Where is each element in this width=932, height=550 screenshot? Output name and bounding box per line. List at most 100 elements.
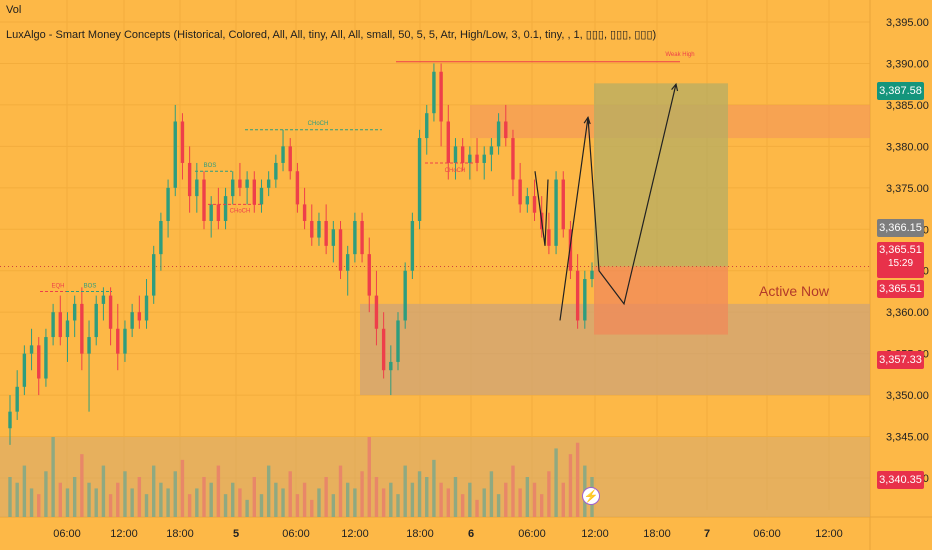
- candle-body: [130, 312, 134, 329]
- candle-body: [302, 204, 307, 221]
- candle-body: [8, 411, 12, 429]
- candle-body: [209, 204, 213, 221]
- volume-bar: [80, 454, 84, 517]
- swing-arrow: [534, 171, 549, 246]
- volume-bar: [381, 488, 386, 517]
- volume-bar: [496, 494, 501, 517]
- y-tick-label: 3,375.00: [886, 183, 929, 195]
- candle-body: [180, 121, 185, 163]
- x-tick-label: 7: [704, 528, 710, 540]
- volume-bar: [159, 482, 163, 517]
- candle-body: [439, 71, 443, 122]
- candle-body: [346, 254, 350, 271]
- volume-bar: [460, 494, 465, 517]
- y-tick-label: 3,390.00: [886, 58, 929, 70]
- candle-body: [15, 386, 19, 412]
- candle-body: [367, 254, 371, 296]
- x-tick-label: 06:00: [518, 528, 546, 540]
- eqh-label: EQH: [51, 283, 64, 289]
- volume-bar: [195, 488, 199, 517]
- volume-bar: [137, 477, 142, 517]
- candle-body: [453, 146, 458, 163]
- volume-bar: [468, 482, 472, 517]
- bar-countdown: 15:29: [887, 258, 914, 269]
- volume-bar: [173, 471, 177, 517]
- candle-body: [295, 171, 300, 205]
- volume-bar: [331, 494, 336, 517]
- volume-bar: [554, 448, 558, 517]
- candle-body: [51, 312, 55, 338]
- active-now-label: Active Now: [759, 283, 830, 299]
- arrowhead: [583, 115, 591, 125]
- volume-bar: [403, 465, 407, 517]
- price-tag-mid: 3,366.15: [877, 219, 924, 237]
- candle-body: [223, 196, 228, 221]
- choch-label: CHoCH: [308, 121, 329, 127]
- volume-indicator-label: Vol: [6, 4, 22, 16]
- candle-body: [403, 270, 407, 321]
- candle-body: [518, 179, 522, 205]
- candle-body: [310, 220, 314, 238]
- volume-bar: [425, 477, 429, 517]
- choch-label: CHoCH: [230, 208, 251, 214]
- volume-bar: [29, 488, 34, 517]
- arrowhead: [671, 82, 679, 92]
- candle-body: [590, 270, 594, 280]
- x-tick-label: 06:00: [282, 528, 310, 540]
- volume-bar: [374, 477, 379, 517]
- y-tick-label: 3,395.00: [886, 17, 929, 29]
- candle-body: [331, 229, 336, 246]
- current-price: 3,365.51: [879, 244, 922, 256]
- volume-bar: [547, 471, 551, 517]
- candle-body: [547, 229, 551, 246]
- candle-body: [281, 146, 285, 163]
- volume-bar: [525, 477, 530, 517]
- volume-bar: [360, 471, 364, 517]
- volume-bar: [446, 488, 450, 517]
- candle-body: [65, 320, 70, 338]
- candle-body: [568, 229, 573, 271]
- candle-body: [561, 179, 565, 230]
- candle-body: [231, 179, 235, 197]
- price-tag-current-repeat: 3,365.51: [877, 280, 924, 298]
- candle-body: [475, 154, 479, 163]
- x-tick-label: 06:00: [753, 528, 781, 540]
- candle-body: [202, 179, 206, 221]
- volume-bar: [51, 437, 55, 517]
- candle-body: [252, 179, 256, 205]
- bos-label: BOS: [204, 163, 217, 169]
- volume-bar: [575, 442, 580, 517]
- projection-path: [559, 84, 677, 321]
- candle-body: [417, 138, 422, 221]
- x-tick-label: 18:00: [166, 528, 194, 540]
- candle-body: [468, 154, 472, 163]
- volume-bar: [475, 499, 479, 517]
- volume-bar: [259, 494, 264, 517]
- candle-body: [29, 345, 34, 354]
- indicator-legend: LuxAlgo - Smart Money Concepts (Historic…: [6, 29, 657, 41]
- volume-bar: [216, 465, 221, 517]
- candle-body: [317, 220, 321, 238]
- candle-body: [288, 146, 292, 172]
- price-tag-upper: 3,387.58: [877, 82, 924, 100]
- volume-bar: [238, 488, 242, 517]
- volume-bar: [94, 488, 98, 517]
- price-tag-current: 3,365.51 15:29: [877, 242, 924, 278]
- y-tick-label: 3,360.00: [886, 307, 929, 319]
- candle-body: [80, 303, 84, 354]
- volume-bar: [180, 459, 185, 517]
- candle-body: [396, 320, 400, 362]
- candle-body: [532, 196, 537, 213]
- x-tick-label: 12:00: [815, 528, 843, 540]
- lightning-icon[interactable]: ⚡: [582, 487, 600, 505]
- volume-bar: [346, 482, 350, 517]
- candle-body: [446, 121, 450, 163]
- candle-body: [123, 328, 127, 354]
- candle-body: [187, 162, 192, 197]
- volume-bar: [15, 482, 19, 517]
- volume-bar: [482, 488, 486, 517]
- candle-body: [374, 295, 379, 329]
- candle-body: [72, 303, 77, 321]
